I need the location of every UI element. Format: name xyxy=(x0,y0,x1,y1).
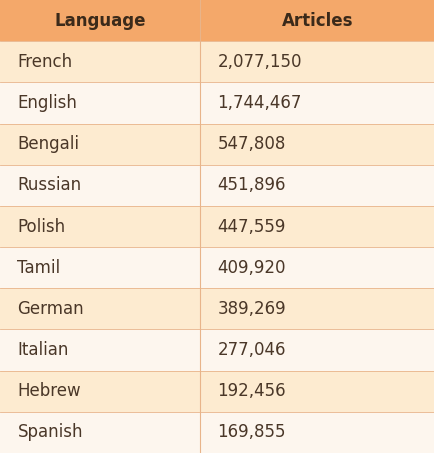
Text: Tamil: Tamil xyxy=(17,259,60,277)
Text: Hebrew: Hebrew xyxy=(17,382,81,400)
Text: 169,855: 169,855 xyxy=(217,424,285,441)
Bar xyxy=(0,82,434,124)
Bar xyxy=(0,0,434,41)
Bar xyxy=(0,247,434,288)
Text: 277,046: 277,046 xyxy=(217,341,285,359)
Text: Italian: Italian xyxy=(17,341,69,359)
Bar xyxy=(0,288,434,329)
Text: French: French xyxy=(17,53,72,71)
Bar xyxy=(0,165,434,206)
Bar xyxy=(0,124,434,165)
Text: Russian: Russian xyxy=(17,176,81,194)
Text: German: German xyxy=(17,300,84,318)
Text: 547,808: 547,808 xyxy=(217,135,285,153)
Bar xyxy=(0,206,434,247)
Bar xyxy=(0,41,434,82)
Text: 389,269: 389,269 xyxy=(217,300,286,318)
Bar xyxy=(0,412,434,453)
Text: 1,744,467: 1,744,467 xyxy=(217,94,301,112)
Text: 409,920: 409,920 xyxy=(217,259,285,277)
Text: Polish: Polish xyxy=(17,217,66,236)
Bar xyxy=(0,371,434,412)
Text: English: English xyxy=(17,94,77,112)
Text: 2,077,150: 2,077,150 xyxy=(217,53,301,71)
Text: Bengali: Bengali xyxy=(17,135,79,153)
Text: 447,559: 447,559 xyxy=(217,217,285,236)
Text: Language: Language xyxy=(54,12,145,29)
Text: Spanish: Spanish xyxy=(17,424,83,441)
Text: 451,896: 451,896 xyxy=(217,176,285,194)
Text: Articles: Articles xyxy=(281,12,352,29)
Bar xyxy=(0,329,434,371)
Text: 192,456: 192,456 xyxy=(217,382,286,400)
